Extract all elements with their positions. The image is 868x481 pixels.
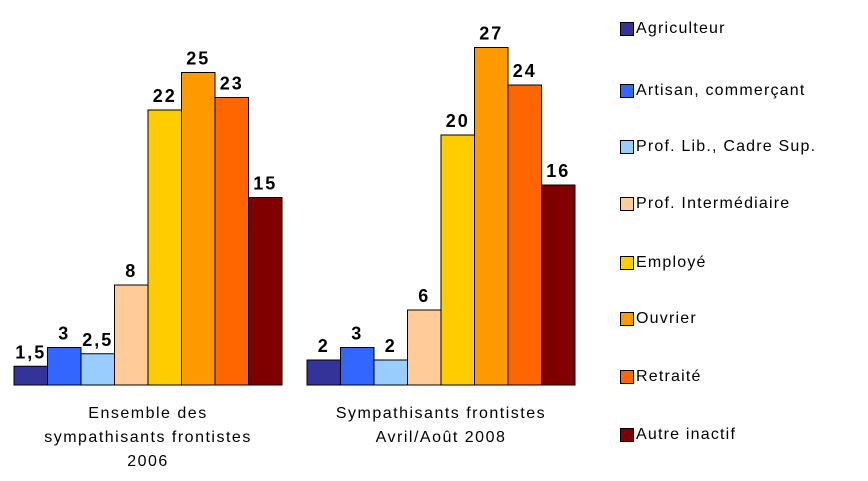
data-label: 22 — [153, 86, 177, 106]
legend-label: Agriculteur — [636, 20, 726, 37]
data-label: 3 — [351, 324, 363, 344]
legend-swatch — [620, 197, 634, 211]
bar — [248, 197, 283, 386]
bar — [147, 109, 182, 386]
legend-swatch — [620, 370, 634, 384]
legend-item: Agriculteur — [620, 18, 726, 40]
bar — [440, 134, 475, 386]
x-tick-label: Sympathisants frontistes Avril/Août 2008 — [335, 405, 547, 446]
data-label: 24 — [513, 61, 537, 81]
legend-item: Ouvrier — [620, 308, 697, 330]
bar — [541, 184, 576, 386]
bar — [306, 359, 341, 386]
data-label: 1,5 — [15, 342, 46, 362]
legend-item: Retraité — [620, 366, 702, 388]
legend-label: Artisan, commerçant — [636, 82, 806, 99]
data-label: 8 — [125, 261, 137, 281]
legend-item: Autre inactif — [620, 424, 736, 446]
bar — [474, 47, 509, 386]
legend-item: Prof. Lib., Cadre Sup. — [620, 136, 816, 158]
bar — [13, 365, 48, 386]
bar — [114, 284, 149, 386]
legend-swatch — [620, 140, 634, 154]
legend-label: Prof. Lib., Cadre Sup. — [636, 138, 817, 155]
bar — [80, 353, 115, 386]
data-label: 25 — [186, 49, 210, 69]
data-label: 6 — [418, 286, 430, 306]
bar — [407, 309, 442, 386]
data-label: 23 — [220, 74, 244, 94]
bar — [47, 347, 82, 386]
data-label: 16 — [546, 161, 570, 181]
legend-label: Retraité — [636, 368, 702, 385]
bar — [181, 72, 216, 386]
legend-label: Autre inactif — [636, 426, 737, 443]
data-label: 2 — [318, 336, 330, 356]
legend-item: Artisan, commerçant — [620, 80, 806, 102]
bar — [507, 84, 542, 386]
data-label: 20 — [446, 111, 470, 131]
data-label: 3 — [58, 324, 70, 344]
legend-swatch — [620, 22, 634, 36]
legend: Agriculteur Artisan, commerçant Prof. Lib.… — [620, 0, 868, 481]
legend-label: Ouvrier — [636, 310, 697, 327]
legend-label: Employé — [636, 254, 707, 271]
bar — [373, 359, 408, 386]
x-tick-label: Ensemble des sympathisants frontistes 20… — [44, 405, 252, 470]
legend-label: Prof. Intermédiaire — [636, 195, 791, 212]
legend-swatch — [620, 84, 634, 98]
data-label: 2 — [385, 336, 397, 356]
legend-item: Employé — [620, 252, 707, 274]
data-label: 27 — [479, 24, 503, 44]
legend-swatch — [620, 428, 634, 442]
data-label: 2,5 — [82, 330, 113, 350]
data-label: 15 — [253, 174, 277, 194]
bar — [340, 347, 375, 386]
legend-swatch — [620, 256, 634, 270]
legend-swatch — [620, 312, 634, 326]
legend-item: Prof. Intermédiaire — [620, 193, 790, 215]
bar — [214, 97, 249, 386]
